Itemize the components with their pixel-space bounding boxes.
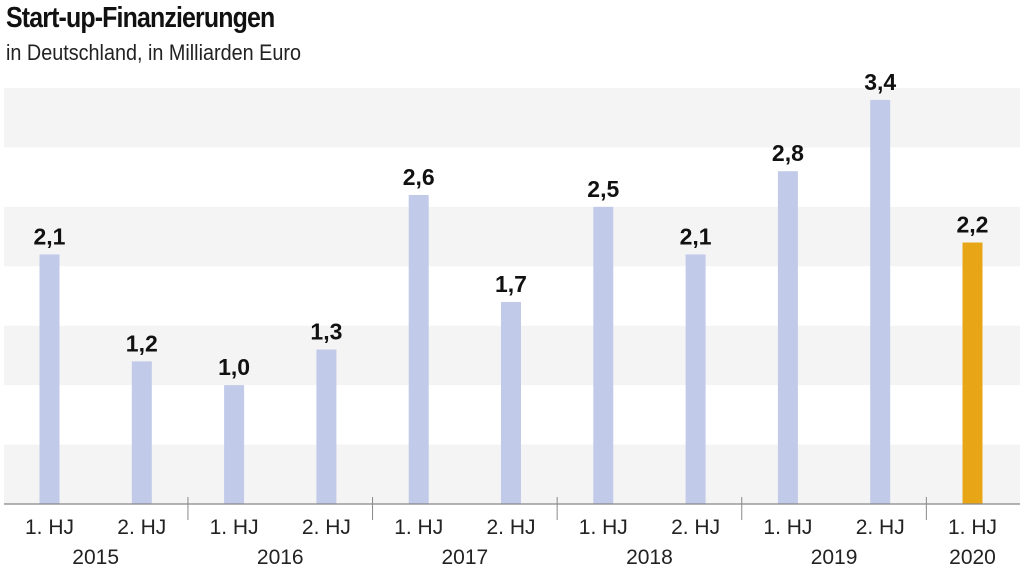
year-label: 2018 (626, 546, 673, 569)
bar (870, 99, 891, 504)
bar (131, 361, 152, 504)
data-label: 2,5 (587, 176, 619, 202)
data-label: 2,1 (34, 223, 66, 249)
data-label: 2,6 (403, 164, 435, 190)
x-tick-label: 1. HJ (948, 516, 997, 539)
bar (501, 301, 521, 504)
data-label: 2,2 (957, 212, 989, 238)
data-label: 1,7 (495, 271, 527, 297)
bar (408, 194, 429, 504)
x-tick-label: 1. HJ (579, 516, 628, 539)
bar (39, 254, 60, 504)
x-tick-label: 1. HJ (763, 516, 812, 539)
year-label: 2019 (811, 546, 858, 569)
x-tick-label: 2. HJ (117, 516, 166, 539)
x-tick-label: 2. HJ (486, 516, 535, 539)
year-label: 2015 (72, 546, 119, 569)
x-tick-label: 1. HJ (210, 516, 259, 539)
grid-band (4, 206, 1020, 267)
bar (316, 349, 337, 504)
grid-band (4, 88, 1020, 148)
x-tick-label: 2. HJ (856, 516, 905, 539)
x-tick-label: 1. HJ (25, 516, 74, 539)
data-label: 1,3 (310, 318, 342, 344)
x-tick-label: 1. HJ (394, 516, 443, 539)
bar (962, 242, 983, 504)
data-label: 1,2 (126, 330, 158, 356)
data-label: 2,1 (680, 223, 712, 249)
chart-subtitle: in Deutschland, in Milliarden Euro (6, 40, 301, 65)
year-label: 2016 (257, 546, 304, 569)
x-tick-label: 2. HJ (671, 516, 720, 539)
bar (224, 385, 245, 504)
year-label: 2017 (441, 546, 488, 569)
bar (685, 254, 706, 504)
bar (593, 206, 614, 504)
year-label: 2020 (949, 546, 996, 569)
data-label: 2,8 (772, 140, 804, 166)
bar (777, 171, 798, 504)
data-label: 1,0 (218, 354, 250, 380)
data-label: 3,4 (864, 69, 896, 95)
x-tick-label: 2. HJ (302, 516, 351, 539)
chart-title: Start-up-Finanzierungen (6, 2, 275, 34)
